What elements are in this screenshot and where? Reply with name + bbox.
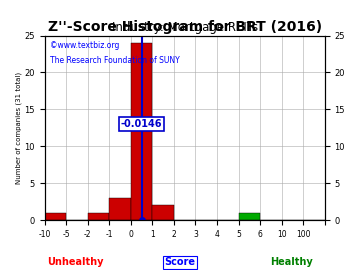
- Text: Healthy: Healthy: [270, 257, 313, 267]
- Text: Unhealthy: Unhealthy: [47, 257, 103, 267]
- Text: Score: Score: [165, 257, 195, 267]
- Bar: [109, 198, 131, 220]
- Bar: [152, 205, 174, 220]
- Bar: [239, 213, 260, 220]
- Bar: [87, 213, 109, 220]
- Y-axis label: Number of companies (31 total): Number of companies (31 total): [15, 72, 22, 184]
- Text: The Research Foundation of SUNY: The Research Foundation of SUNY: [50, 56, 180, 65]
- Text: Industry: Mortgage REITs: Industry: Mortgage REITs: [112, 21, 258, 34]
- Bar: [45, 213, 66, 220]
- Text: -0.0146: -0.0146: [121, 119, 162, 129]
- Text: ©www.textbiz.org: ©www.textbiz.org: [50, 41, 120, 50]
- Bar: [131, 43, 152, 220]
- Title: Z''-Score Histogram for BRT (2016): Z''-Score Histogram for BRT (2016): [48, 21, 322, 34]
